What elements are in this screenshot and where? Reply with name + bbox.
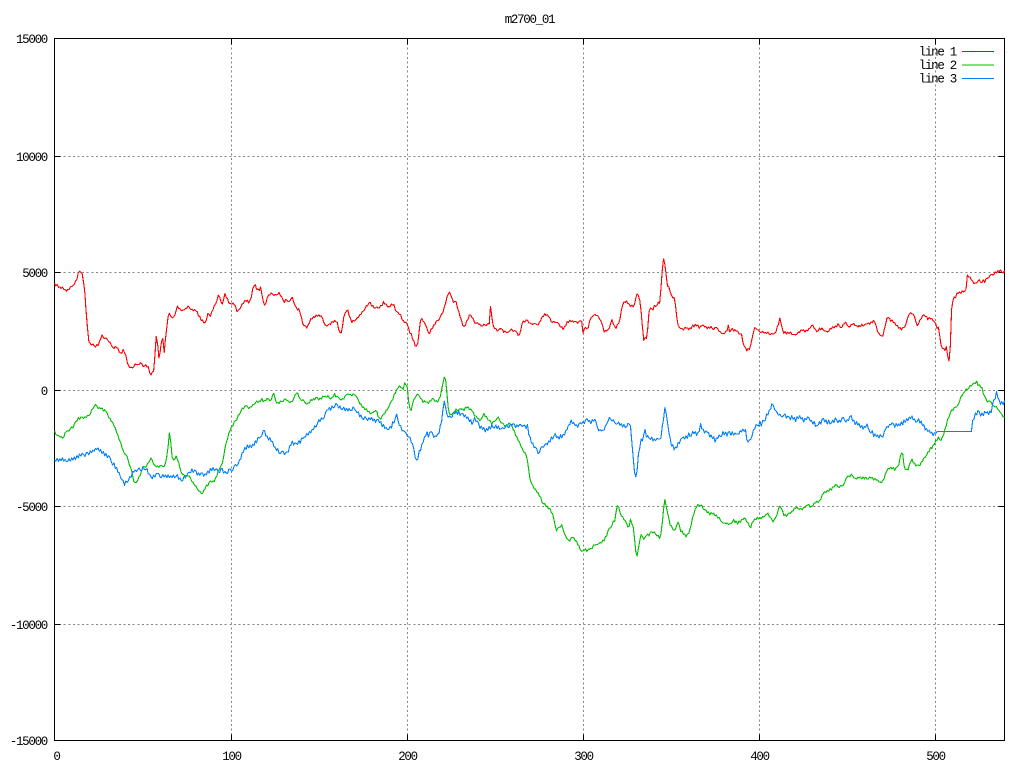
svg-text:5000: 5000 bbox=[22, 267, 48, 281]
svg-text:-15000: -15000 bbox=[10, 735, 48, 749]
svg-text:100: 100 bbox=[222, 750, 241, 764]
svg-text:line 1: line 1 bbox=[919, 46, 957, 60]
svg-text:15000: 15000 bbox=[16, 33, 48, 47]
svg-text:500: 500 bbox=[926, 750, 945, 764]
svg-text:0: 0 bbox=[53, 750, 60, 764]
svg-text:-5000: -5000 bbox=[16, 501, 48, 515]
svg-text:line 2: line 2 bbox=[919, 59, 957, 73]
svg-text:-10000: -10000 bbox=[10, 619, 48, 633]
svg-text:300: 300 bbox=[574, 750, 593, 764]
svg-text:line 3: line 3 bbox=[919, 73, 957, 87]
svg-text:200: 200 bbox=[398, 750, 417, 764]
svg-text:400: 400 bbox=[750, 750, 769, 764]
svg-text:10000: 10000 bbox=[16, 151, 48, 165]
svg-text:m2700_01: m2700_01 bbox=[505, 13, 555, 27]
svg-text:0: 0 bbox=[41, 385, 48, 399]
